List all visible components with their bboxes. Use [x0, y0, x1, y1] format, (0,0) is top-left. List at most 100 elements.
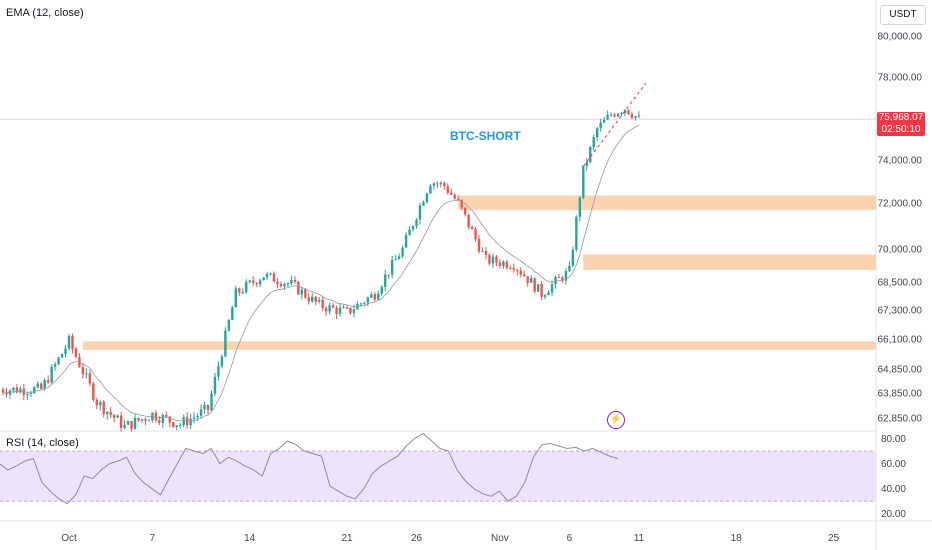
candle-body[interactable]	[585, 161, 588, 166]
candle-body[interactable]	[349, 307, 352, 314]
ema-indicator-label[interactable]: EMA (12, close)	[6, 7, 84, 19]
candle-body[interactable]	[213, 376, 217, 394]
candle-body[interactable]	[311, 296, 314, 302]
candle-body[interactable]	[196, 415, 199, 418]
candle-body[interactable]	[29, 393, 32, 395]
candle-body[interactable]	[363, 302, 366, 304]
candle-body[interactable]	[596, 128, 599, 138]
candle-body[interactable]	[251, 280, 255, 283]
candle-body[interactable]	[147, 420, 151, 422]
candle-body[interactable]	[495, 256, 498, 263]
candle-body[interactable]	[283, 283, 286, 287]
candle-body[interactable]	[199, 409, 203, 416]
candle-body[interactable]	[547, 292, 550, 296]
candle-body[interactable]	[536, 284, 540, 292]
candle-body[interactable]	[245, 281, 248, 293]
candle-body[interactable]	[19, 388, 22, 393]
lightning-icon[interactable]: ⚡	[607, 411, 625, 429]
candle-body[interactable]	[352, 309, 356, 314]
candle-body[interactable]	[130, 421, 133, 429]
candle-body[interactable]	[457, 198, 460, 200]
candle-body[interactable]	[481, 250, 484, 252]
candle-body[interactable]	[238, 288, 241, 293]
candle-body[interactable]	[359, 303, 363, 305]
candle-body[interactable]	[613, 114, 616, 117]
candle-body[interactable]	[106, 411, 109, 415]
candle-body[interactable]	[446, 186, 449, 193]
candle-body[interactable]	[307, 297, 310, 302]
candle-body[interactable]	[192, 417, 196, 419]
candle-body[interactable]	[335, 307, 338, 315]
candle-body[interactable]	[116, 415, 119, 418]
candle-body[interactable]	[529, 278, 533, 283]
candle-body[interactable]	[119, 415, 123, 428]
candle-body[interactable]	[373, 294, 376, 300]
candle-body[interactable]	[418, 205, 422, 220]
candle-body[interactable]	[50, 366, 53, 383]
candle-body[interactable]	[554, 277, 557, 285]
candle-body[interactable]	[234, 288, 237, 308]
candle-body[interactable]	[262, 277, 265, 281]
candle-body[interactable]	[356, 304, 359, 310]
candle-body[interactable]	[46, 380, 50, 383]
candle-body[interactable]	[470, 227, 474, 230]
candle-body[interactable]	[540, 284, 543, 297]
candle-body[interactable]	[175, 425, 178, 427]
candle-body[interactable]	[390, 260, 394, 275]
candle-body[interactable]	[231, 307, 234, 320]
candle-body[interactable]	[304, 289, 307, 298]
candle-body[interactable]	[338, 307, 342, 315]
candle-body[interactable]	[99, 401, 102, 406]
candle-body[interactable]	[189, 418, 192, 426]
candle-body[interactable]	[40, 383, 43, 389]
candle-body[interactable]	[630, 114, 634, 118]
candle-body[interactable]	[248, 280, 251, 282]
candle-body[interactable]	[286, 283, 290, 285]
candle-body[interactable]	[57, 357, 60, 365]
candle-body[interactable]	[220, 356, 224, 367]
candle-body[interactable]	[519, 270, 522, 275]
candle-body[interactable]	[314, 296, 317, 302]
candle-body[interactable]	[241, 292, 244, 294]
candle-body[interactable]	[616, 113, 620, 117]
candle-body[interactable]	[498, 262, 502, 266]
candle-body[interactable]	[474, 229, 477, 239]
candle-body[interactable]	[509, 267, 512, 269]
candle-body[interactable]	[92, 383, 95, 400]
candle-body[interactable]	[602, 119, 606, 123]
candle-body[interactable]	[575, 216, 578, 250]
candle-body[interactable]	[206, 405, 210, 410]
candle-body[interactable]	[318, 299, 321, 302]
candle-body[interactable]	[429, 185, 432, 194]
candle-body[interactable]	[516, 269, 519, 271]
candle-body[interactable]	[297, 281, 300, 295]
candle-body[interactable]	[505, 261, 509, 268]
candle-body[interactable]	[377, 293, 380, 300]
candle-body[interactable]	[67, 335, 71, 349]
candle-body[interactable]	[300, 289, 304, 295]
candle-body[interactable]	[265, 273, 269, 278]
candle-body[interactable]	[88, 373, 92, 384]
candle-body[interactable]	[401, 247, 404, 257]
candle-body[interactable]	[95, 399, 98, 406]
candle-body[interactable]	[502, 261, 505, 266]
candle-body[interactable]	[432, 183, 436, 186]
candle-body[interactable]	[370, 294, 373, 298]
candle-body[interactable]	[443, 182, 446, 187]
candle-body[interactable]	[523, 274, 526, 277]
rsi-line[interactable]	[0, 432, 619, 505]
candle-body[interactable]	[227, 319, 231, 331]
candle-body[interactable]	[582, 165, 585, 198]
candle-body[interactable]	[112, 414, 116, 418]
candle-body[interactable]	[568, 265, 571, 271]
candle-body[interactable]	[140, 419, 144, 421]
candle-body[interactable]	[224, 330, 227, 357]
candle-body[interactable]	[1, 389, 5, 393]
candle-body[interactable]	[436, 183, 439, 185]
candle-body[interactable]	[293, 279, 297, 282]
candle-body[interactable]	[36, 383, 39, 388]
candle-body[interactable]	[137, 417, 140, 421]
candle-body[interactable]	[526, 276, 529, 283]
candle-body[interactable]	[255, 282, 258, 285]
candle-body[interactable]	[460, 199, 463, 208]
